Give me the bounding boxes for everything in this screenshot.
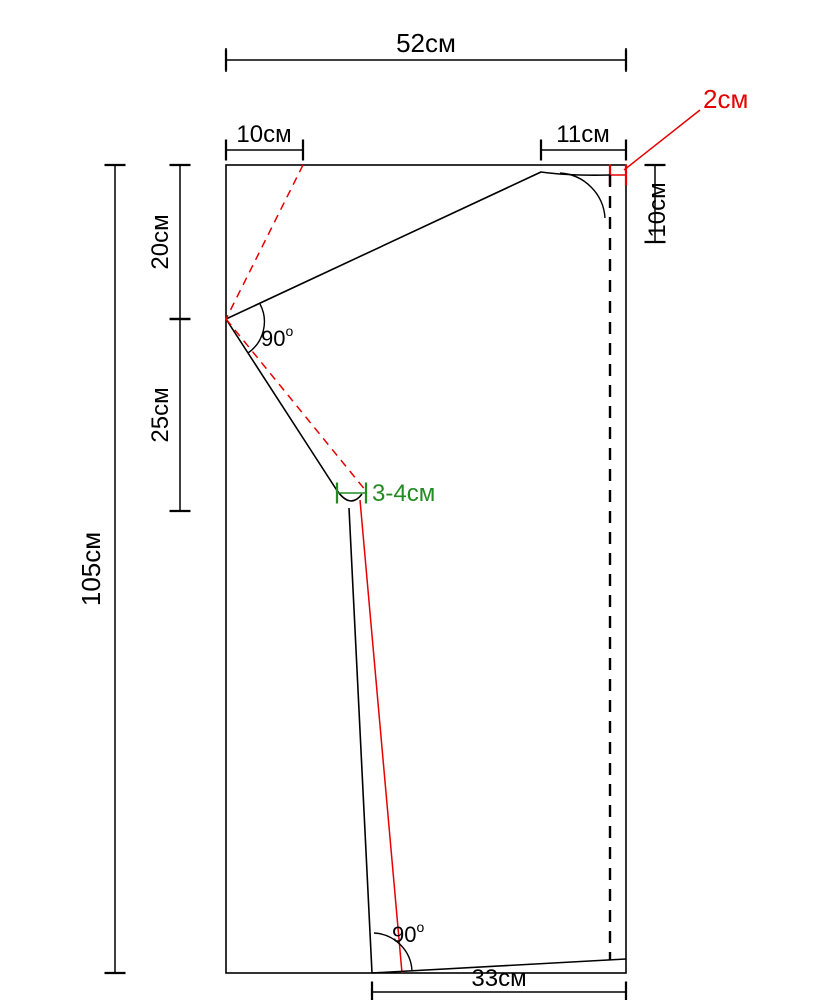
neckline-shoulder-line [226, 172, 610, 319]
dim-top-left-offset: 10см [226, 121, 303, 150]
shoulder-angle-label: 90o [261, 323, 293, 351]
dim-top-width: 52см [226, 28, 626, 72]
dim-red-offset: 2см [610, 84, 748, 175]
dart-curve [336, 489, 362, 501]
dim-top-right-label: 11см [556, 121, 609, 148]
dim-top-right-offset: 11см [541, 121, 626, 150]
neckline-angle-arc [560, 173, 605, 218]
dim-left-height: 105см [76, 165, 115, 973]
dim-left-mid-label: 25см [147, 387, 174, 442]
hem-angle-label: 90o [392, 919, 424, 947]
dim-right-top-offset: 10см [644, 165, 671, 242]
dim-right-top-label: 10см [644, 182, 671, 237]
red-dash-guide-2 [226, 319, 366, 491]
dim-top-left-label: 10см [236, 121, 291, 148]
dim-red-label: 2см [703, 84, 748, 114]
red-side-extension [360, 500, 402, 973]
side-seam [349, 508, 372, 973]
pattern-rect [226, 165, 626, 973]
dim-left-mid: 25см [147, 319, 180, 511]
dim-green-label: 3-4см [372, 480, 435, 507]
dim-left-height-label: 105см [76, 532, 106, 606]
dim-green-dart: 3-4см [337, 480, 435, 507]
dim-top-width-label: 52см [396, 28, 456, 58]
dim-bottom-label: 33см [471, 965, 526, 992]
pattern-diagram: 52см 10см 11см 2см 10см 105см 20см 25см [0, 0, 832, 1000]
dim-left-upper-label: 20см [147, 214, 174, 269]
dim-bottom-width: 33см [372, 965, 626, 992]
red-dash-guide-1 [226, 165, 303, 319]
dim-left-upper: 20см [147, 165, 180, 319]
